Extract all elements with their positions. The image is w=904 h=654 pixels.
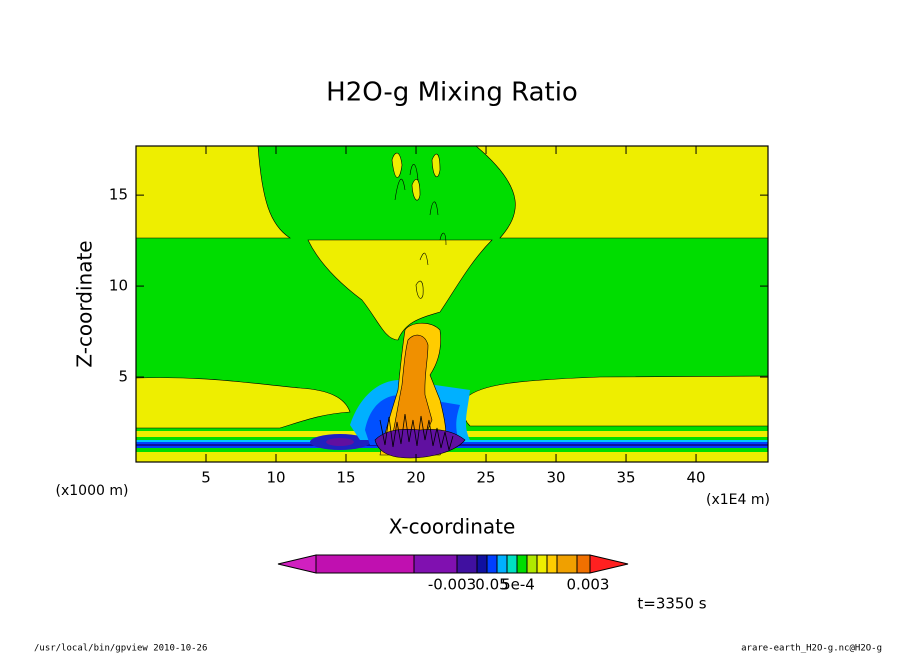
colorbar-label: 0.05 [475,576,508,594]
contour-region [326,438,354,446]
y-axis-label: Z-coordinate [73,240,97,367]
x-tick-label: 35 [616,469,635,487]
y-unit: (x1000 m) [56,483,129,499]
contour-region [136,452,768,462]
colorbar-label: 0.003 [567,576,610,594]
contour-line [379,413,454,451]
footer-right: arare-earth_H2O-g.nc@H2O-g [741,644,882,654]
colorbar-cell [277,554,317,574]
time-label: t=3350 s [637,595,706,613]
colorbar-cell [496,554,508,574]
contour-region [391,152,441,299]
y-tick-label: 10 [109,277,128,295]
chart-title: H2O-g Mixing Ratio [326,78,578,108]
contour-region [463,375,768,427]
footer-left: /usr/local/bin/gpview 2010-10-26 [34,644,207,654]
x-tick-label: 15 [336,469,355,487]
contour-line [394,164,447,266]
colorbar-cell [589,554,629,574]
colorbar-cell [413,554,458,574]
contour-region [136,146,292,239]
contour-region [136,377,351,429]
colorbar-label: 5e-4 [501,576,535,594]
x-tick-label: 40 [686,469,705,487]
x-axis-label: X-coordinate [389,515,516,539]
x-tick-label: 5 [201,469,211,487]
colorbar-cell [536,554,548,574]
contour-region [475,146,768,239]
colorbar-cell [476,554,488,574]
colorbar-cell [546,554,558,574]
colorbar-cell [556,554,578,574]
contour-region [374,429,466,459]
y-tick-label: 5 [118,368,128,386]
contour-field [136,146,768,462]
x-unit: (x1E4 m) [706,492,770,508]
x-tick-label: 30 [546,469,565,487]
colorbar-cell [526,554,538,574]
contour-region [307,239,493,341]
colorbar-label: -0.003 [428,576,476,594]
x-tick-label: 20 [406,469,425,487]
colorbar-cell [315,554,415,574]
x-tick-label: 10 [266,469,285,487]
x-tick-label: 25 [476,469,495,487]
colorbar-cell [576,554,591,574]
colorbar-cell [506,554,518,574]
colorbar-cell [486,554,498,574]
colorbar-cell [456,554,478,574]
plot-frame [135,145,769,463]
y-tick-label: 15 [109,186,128,204]
colorbar-cell [516,554,528,574]
colorbar: -0.003 0.05 5e-4 0.003 [277,554,629,594]
